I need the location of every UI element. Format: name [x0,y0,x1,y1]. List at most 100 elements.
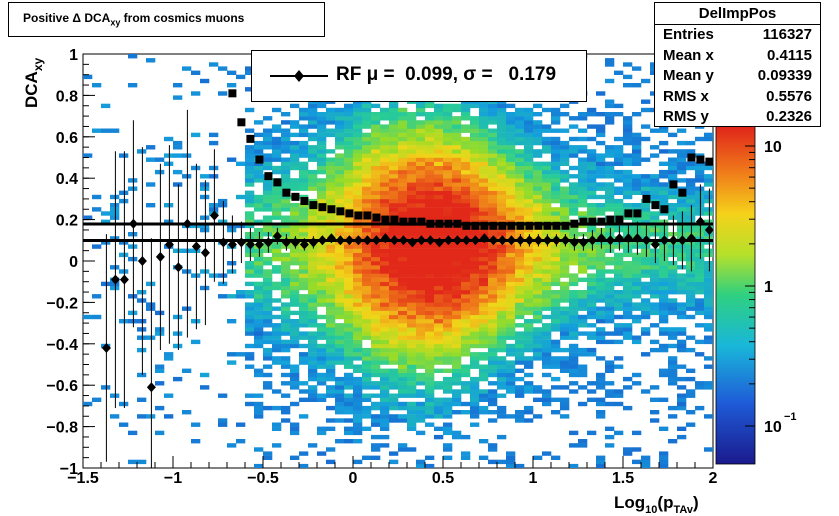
heatmap-cell [461,182,471,187]
heatmap-cell [587,107,597,113]
heatmap-cell [335,405,345,411]
heatmap-cell [542,397,552,402]
heatmap-cell [290,232,300,237]
heatmap-cell [506,140,516,146]
heatmap-cell [542,306,552,311]
heatmap-cell [524,265,534,270]
heatmap-cell [344,128,354,133]
heatmap-cell [335,298,345,303]
heatmap-cell [263,145,273,150]
heatmap-cell [686,306,696,311]
heatmap-cell [659,149,669,154]
heatmap-cell [299,381,309,386]
heatmap-cell [479,314,489,320]
heatmap-cell [641,314,651,320]
heatmap-cell [695,194,705,200]
heatmap-cell [596,112,606,117]
heatmap-cell [317,356,327,361]
heatmap-cell [560,244,570,249]
heatmap-cell [560,414,570,419]
heatmap-cell [281,285,291,291]
heatmap-cell [389,112,399,117]
heatmap-cell [605,62,615,67]
heatmap-cell [524,256,534,262]
heatmap-cell [524,116,534,121]
heatmap-cell [605,203,615,208]
heatmap-cell [236,439,246,444]
heatmap-cell [461,207,471,212]
heatmap-cell [137,290,147,295]
heatmap-cell [416,430,426,436]
heatmap-cell [434,306,444,311]
heatmap-cell [569,331,579,336]
mean-point [587,235,597,246]
heatmap-cell [254,285,264,291]
heatmap-cell [425,190,435,195]
heatmap-cell [425,215,435,220]
heatmap-cell [434,339,444,345]
rms-point [318,203,327,212]
heatmap-cell [569,368,579,373]
heatmap-cell [461,339,471,345]
heatmap-cell [335,381,345,386]
heatmap-cell [488,290,498,295]
heatmap-cell [560,310,570,316]
heatmap-cell [443,447,453,452]
heatmap-cell [425,306,435,311]
heatmap-cell [659,285,669,291]
heatmap-cell [344,186,354,191]
heatmap-cell [686,290,696,295]
heatmap-cell [578,352,588,357]
heatmap-cell [335,232,345,237]
heatmap-cell [632,306,642,311]
heatmap-cell [605,223,615,229]
heatmap-cell [389,136,399,142]
heatmap-cell [380,265,390,270]
heatmap-cell [452,165,462,171]
heatmap-cell [488,372,498,378]
heatmap-cell [317,265,327,270]
heatmap-cell [380,401,390,407]
heatmap-cell [416,232,426,237]
heatmap-cell [380,190,390,195]
heatmap-cell [596,310,606,316]
heatmap-cell [263,161,273,166]
heatmap-cell [425,149,435,154]
heatmap-cell [515,174,525,179]
heatmap-cell [578,223,588,229]
heatmap-cell [587,203,597,208]
heatmap-cell [272,281,282,287]
heatmap-cell [353,273,363,278]
heatmap-cell [641,327,651,332]
rms-point [264,172,273,181]
heatmap-cell [596,153,606,158]
heatmap-cell [434,343,444,349]
heatmap-cell [389,459,399,465]
heatmap-cell [686,244,696,249]
heatmap-cell [533,331,543,336]
heatmap-cell [317,186,327,191]
heatmap-cell [182,306,192,311]
heatmap-cell [407,368,417,373]
heatmap-cell [371,356,381,361]
heatmap-cell [290,219,300,224]
heatmap-cell [398,314,408,320]
heatmap-cell [335,410,345,415]
heatmap-cell [254,298,264,303]
heatmap-cell [497,294,507,299]
heatmap-cell [497,381,507,386]
legend-marker [270,70,328,82]
heatmap-cell [335,314,345,320]
heatmap-cell [173,182,183,187]
heatmap-cell [641,244,651,249]
heatmap-cell [425,132,435,138]
heatmap-cell [659,310,669,316]
heatmap-cell [389,323,399,328]
heatmap-cell [191,422,201,427]
heatmap-cell [371,302,381,307]
heatmap-cell [290,319,300,324]
heatmap-cell [389,397,399,402]
heatmap-cell [578,364,588,369]
heatmap-cell [389,414,399,419]
rms-point [462,221,471,230]
